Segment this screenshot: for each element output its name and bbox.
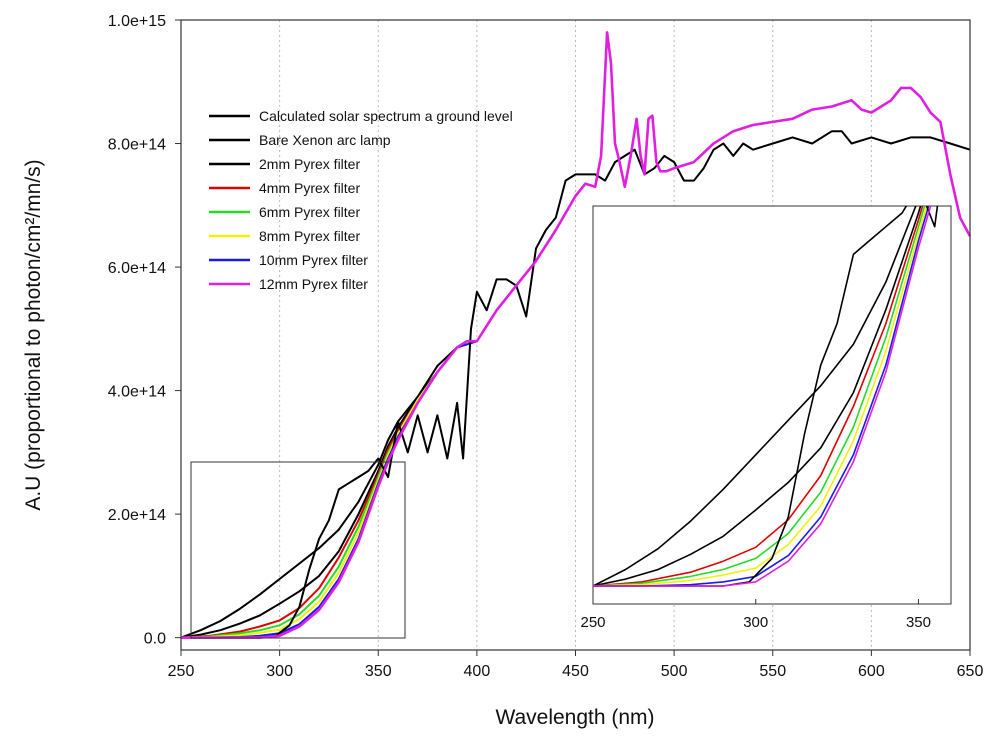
y-tick-label: 8.0e+14 xyxy=(108,137,166,154)
x-tick-label: 600 xyxy=(858,663,885,680)
inset-series-line-0 xyxy=(593,206,939,587)
inset-series-line-5 xyxy=(593,206,928,587)
y-tick-label: 1.0e+15 xyxy=(108,13,166,30)
inset-series-line-4 xyxy=(593,206,926,587)
inset-series-line-1 xyxy=(593,206,917,587)
main-series xyxy=(180,31,972,639)
inset-x-tick-label: 350 xyxy=(906,614,931,631)
y-tick-label: 2.0e+14 xyxy=(108,507,166,524)
x-tick-label: 450 xyxy=(562,663,589,680)
x-tick-label: 250 xyxy=(168,663,195,680)
legend-label: Bare Xenon arc lamp xyxy=(259,132,391,148)
inset-series-line-6 xyxy=(593,206,930,587)
legend-label: 8mm Pyrex filter xyxy=(259,228,360,244)
legend-label: 4mm Pyrex filter xyxy=(259,180,360,196)
series-line-1 xyxy=(180,340,478,639)
series-line-2 xyxy=(180,340,478,639)
legend: Calculated solar spectrum a ground level… xyxy=(209,108,513,292)
inset-series-line-3 xyxy=(593,206,924,587)
x-tick-label: 400 xyxy=(464,663,491,680)
y-tick-label: 0.0 xyxy=(144,631,166,648)
legend-label: 6mm Pyrex filter xyxy=(259,204,360,220)
y-axis-title: A.U (proportional to photon/cm²/mn/s) xyxy=(22,159,45,510)
inset-series xyxy=(593,206,939,587)
legend-label: 2mm Pyrex filter xyxy=(259,156,360,172)
x-axis-title: Wavelength (nm) xyxy=(495,706,654,729)
inset-background xyxy=(592,205,952,605)
legend-label: 10mm Pyrex filter xyxy=(259,252,368,268)
x-tick-label: 300 xyxy=(266,663,293,680)
series-line-0 xyxy=(181,130,971,639)
inset-series-line-2 xyxy=(593,206,922,587)
x-tick-label: 350 xyxy=(365,663,392,680)
main-plot: 250 300 350 400 450 500 550 600 650 0.0 2.0e+14 4.… xyxy=(108,13,984,680)
legend-label: 12mm Pyrex filter xyxy=(259,276,368,292)
y-tick-label: 6.0e+14 xyxy=(108,260,166,277)
x-tick-label: 650 xyxy=(957,663,984,680)
zoom-region-box xyxy=(190,461,406,639)
y-tick-label: 4.0e+14 xyxy=(108,384,166,401)
inset-x-tick-label: 300 xyxy=(743,614,768,631)
inset-x-axis: 250 300 350 xyxy=(580,599,931,631)
inset-x-tick-label: 250 xyxy=(580,614,605,631)
legend-label: Calculated solar spectrum a ground level xyxy=(259,108,513,124)
main-x-axis: 250 300 350 400 450 500 550 600 650 xyxy=(168,650,984,680)
x-tick-label: 550 xyxy=(759,663,786,680)
inset-plot: 250 300 350 xyxy=(580,205,952,631)
series-line-7 xyxy=(181,31,972,639)
x-tick-label: 500 xyxy=(661,663,688,680)
main-y-axis: 0.0 2.0e+14 4.0e+14 6.0e+14 8.0e+14 1.0e+15 xyxy=(108,13,181,648)
